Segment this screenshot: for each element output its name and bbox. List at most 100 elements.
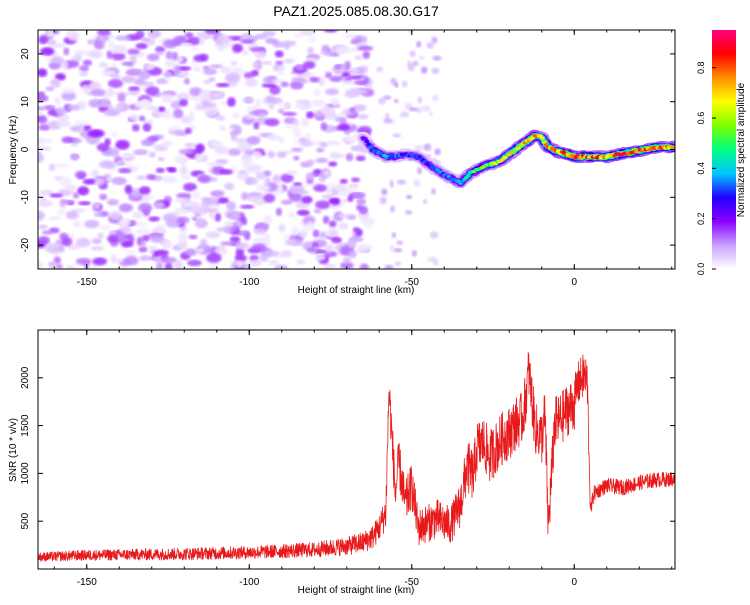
heatmap-cell <box>38 142 44 147</box>
heatmap-cell <box>135 42 148 50</box>
heatmap-cell <box>201 196 211 203</box>
heatmap-cell <box>330 237 343 244</box>
heatmap-cell <box>94 178 105 186</box>
heatmap-cell <box>140 139 155 147</box>
heatmap-cell <box>97 30 111 37</box>
heatmap-cell <box>72 220 82 228</box>
heatmap-cell <box>328 229 338 238</box>
heatmap-cell <box>39 189 54 196</box>
heatmap-cell <box>126 48 140 55</box>
heatmap-cell <box>176 92 190 102</box>
heatmap-cell <box>128 86 140 91</box>
y-tick-label: 1000 <box>20 462 31 485</box>
colorbar-ticks: 0.0 0.2 0.4 0.6 0.8 <box>696 61 716 275</box>
heatmap-cell <box>157 156 165 162</box>
heatmap-cell <box>163 39 178 49</box>
heatmap-cell <box>328 97 338 104</box>
heatmap-cell <box>72 138 83 144</box>
spectrogram-x-label: Height of straight line (km) <box>298 285 415 296</box>
heatmap-cell <box>61 91 77 101</box>
heatmap-cell <box>314 109 324 119</box>
heatmap-cell <box>261 60 273 65</box>
heatmap-cell <box>183 77 190 85</box>
heatmap-cell <box>316 147 325 153</box>
heatmap-cell <box>306 159 316 165</box>
heatmap-cell <box>176 208 186 214</box>
heatmap-cell <box>405 195 413 200</box>
heatmap-cell <box>296 209 310 216</box>
heatmap-cell <box>335 45 350 55</box>
heatmap-cell <box>275 207 283 217</box>
heatmap-cell <box>146 53 160 62</box>
heatmap-cell <box>363 220 374 229</box>
heatmap-cell <box>249 259 262 267</box>
heatmap-cell <box>393 98 399 104</box>
heatmap-cell <box>262 76 276 84</box>
heatmap-cell <box>140 240 147 247</box>
heatmap-cell <box>177 239 188 250</box>
heatmap-cell <box>184 142 196 149</box>
heatmap-cell <box>177 232 189 242</box>
heatmap-cell <box>269 84 281 95</box>
heatmap-cell <box>418 55 425 60</box>
heatmap-cell <box>153 144 169 152</box>
heatmap-cell <box>156 224 165 235</box>
heatmap-cell <box>111 52 126 61</box>
heatmap-cell <box>339 118 347 126</box>
heatmap-cell <box>61 237 73 247</box>
heatmap-cell <box>60 199 74 204</box>
x-tick-label: -50 <box>405 577 420 588</box>
heatmap-cell <box>296 259 306 265</box>
heatmap-cell <box>307 46 315 55</box>
heatmap-cell <box>308 36 317 43</box>
heatmap-cell <box>337 123 350 131</box>
heatmap-cell <box>253 121 260 130</box>
heatmap-cell <box>45 86 55 92</box>
heatmap-cell <box>248 110 262 116</box>
heatmap-cell <box>125 249 136 256</box>
heatmap-cell <box>408 107 419 112</box>
heatmap-cell <box>203 79 212 85</box>
heatmap-cell <box>402 80 408 88</box>
heatmap-cell <box>106 87 115 97</box>
y-tick-label: 2000 <box>20 366 31 389</box>
heatmap-cell <box>342 71 351 78</box>
heatmap-cell <box>413 145 424 152</box>
heatmap-cell <box>255 171 266 180</box>
heatmap-cell <box>390 205 396 213</box>
heatmap-cell <box>187 259 202 267</box>
heatmap-cell <box>544 143 549 147</box>
heatmap-cell <box>335 184 347 193</box>
heatmap-cell <box>41 230 53 235</box>
heatmap-cell <box>203 68 218 75</box>
heatmap-cell <box>224 72 241 83</box>
heatmap-cell <box>295 99 311 105</box>
heatmap-cell <box>78 124 85 133</box>
heatmap-cell <box>38 146 52 151</box>
heatmap-cell <box>296 79 309 84</box>
heatmap-cell <box>227 97 236 107</box>
heatmap-cell <box>198 89 214 100</box>
heatmap-cell <box>385 113 390 119</box>
heatmap-cell <box>115 139 130 150</box>
heatmap-cell <box>350 185 358 193</box>
heatmap-cell <box>111 44 128 54</box>
heatmap-cell <box>99 62 108 68</box>
heatmap-cell <box>162 175 178 184</box>
heatmap-cell <box>141 196 150 202</box>
heatmap-cell <box>670 145 675 150</box>
heatmap-cell <box>66 104 80 111</box>
heatmap-cell <box>281 111 297 117</box>
heatmap-cell <box>110 254 117 264</box>
heatmap-cell <box>99 160 116 169</box>
heatmap-cell <box>423 143 432 152</box>
heatmap-cell <box>119 225 132 234</box>
heatmap-cell <box>54 73 66 81</box>
heatmap-cell <box>339 178 348 184</box>
heatmap-cell <box>340 261 354 269</box>
heatmap-layer <box>38 30 675 269</box>
heatmap-cell <box>313 208 322 214</box>
heatmap-cell <box>216 227 231 233</box>
heatmap-cell <box>431 36 438 44</box>
heatmap-cell <box>229 236 241 243</box>
